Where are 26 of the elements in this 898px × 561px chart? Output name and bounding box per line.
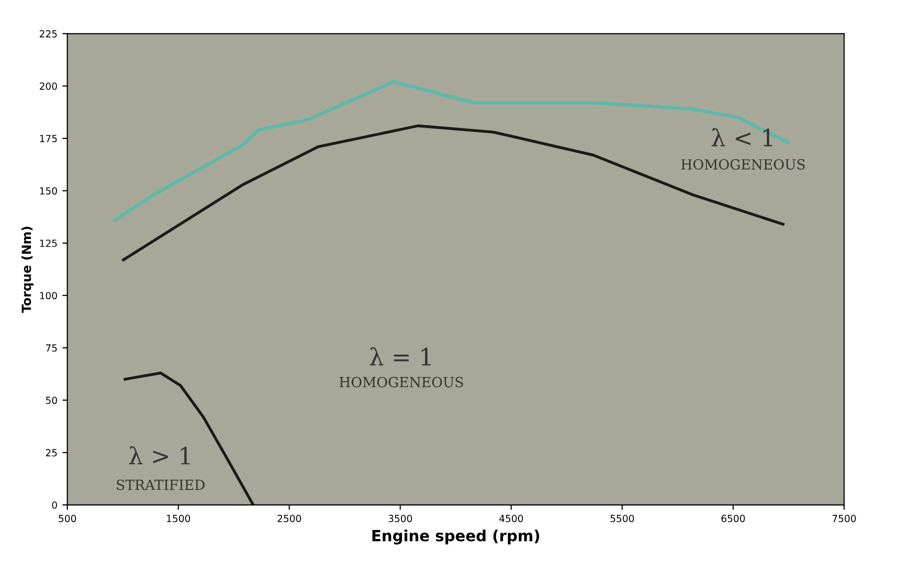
- y-tick-label: 75: [46, 344, 57, 352]
- y-tick-label: 100: [40, 292, 57, 300]
- x-tick-label: 1500: [167, 514, 190, 522]
- y-axis-title: Torque (Nm): [21, 226, 34, 313]
- x-axis-title: Engine speed (rpm): [372, 530, 540, 544]
- annotation: λ < 1: [712, 128, 772, 146]
- y-tick-label: 25: [46, 449, 57, 456]
- y-tick-label: 0: [52, 501, 57, 509]
- x-tick-label: 2500: [278, 514, 302, 522]
- annotation: STRATIFIED: [116, 480, 205, 490]
- x-tick-label: 7500: [832, 514, 856, 522]
- y-tick-label: 200: [40, 82, 57, 90]
- y-tick-label: 175: [40, 134, 57, 142]
- annotation: λ > 1: [129, 446, 190, 464]
- y-tick-label: 125: [40, 240, 57, 247]
- x-tick-label: 4500: [499, 514, 523, 522]
- annotation: HOMOGENEOUS: [340, 376, 463, 388]
- annotation: λ = 1: [370, 347, 430, 366]
- y-tick-label: 150: [40, 187, 57, 195]
- x-tick-label: 3500: [388, 514, 412, 522]
- x-tick-label: 500: [58, 514, 76, 522]
- y-tick-label: 225: [40, 30, 57, 38]
- annotation: HOMOGENEOUS: [681, 159, 805, 170]
- x-tick-label: 6500: [721, 514, 745, 522]
- y-tick-label: 50: [46, 396, 57, 404]
- x-tick-label: 5500: [610, 514, 634, 522]
